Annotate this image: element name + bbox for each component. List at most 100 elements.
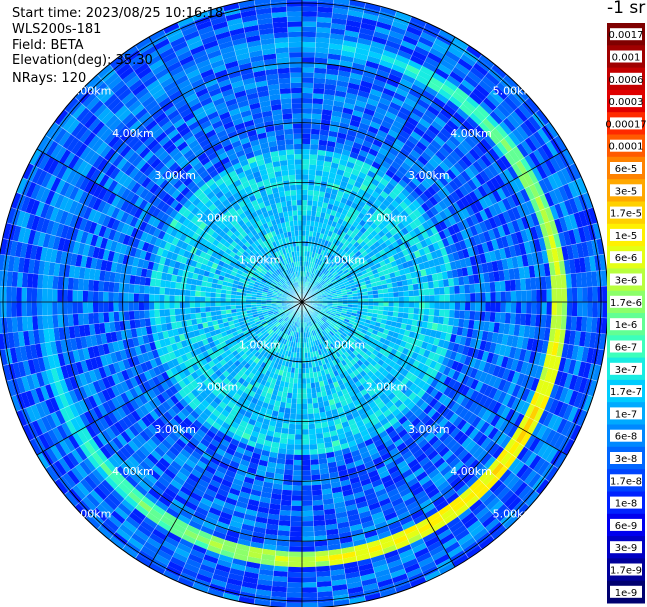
beta-cell [308, 428, 316, 435]
beta-cell [292, 388, 298, 394]
ray-separator [301, 177, 582, 303]
beta-cell [332, 238, 338, 245]
beta-cell [492, 227, 501, 239]
beta-cell [417, 183, 428, 193]
beta-cell [343, 233, 350, 241]
beta-cell [347, 296, 353, 300]
beta-cell [554, 218, 564, 234]
beta-cell [338, 127, 349, 135]
beta-cell [297, 388, 302, 394]
beta-cell [435, 92, 449, 104]
beta-cell [445, 99, 460, 112]
ray-separator [301, 238, 602, 303]
beta-cell [385, 111, 397, 121]
beta-cell [408, 88, 422, 99]
beta-cell [337, 70, 351, 78]
beta-cell [426, 274, 433, 283]
beta-cell [298, 373, 302, 379]
beta-cell [343, 204, 351, 212]
beta-cell [396, 213, 405, 222]
beta-cell [371, 316, 377, 322]
beta-cell [286, 587, 302, 593]
beta-cell [444, 286, 450, 295]
beta-cell [515, 279, 521, 291]
beta-cell [338, 281, 344, 286]
beta-cell [376, 102, 390, 111]
beta-cell [302, 383, 307, 389]
beta-cell [315, 276, 320, 282]
beta-cell [427, 105, 440, 117]
beta-cell [471, 128, 484, 142]
beta-cell [366, 98, 379, 107]
beta-cell [439, 108, 453, 120]
beta-cell [282, 422, 290, 429]
beta-cell [343, 281, 350, 286]
beta-cell [474, 311, 481, 321]
beta-cell [550, 315, 557, 329]
beta-cell [437, 239, 445, 249]
beta-cell [535, 109, 550, 126]
beta-cell [411, 50, 427, 62]
beta-cell [302, 546, 316, 552]
beta-cell [340, 285, 346, 290]
beta-cell [553, 261, 561, 276]
beta-cell [313, 520, 326, 527]
beta-cell [482, 118, 496, 132]
beta-cell [313, 77, 326, 84]
beta-cell [339, 180, 348, 188]
ray-separator [301, 301, 607, 335]
beta-cell [467, 179, 478, 191]
beta-cell [327, 247, 333, 254]
beta-cell [447, 341, 455, 351]
beta-cell [508, 346, 517, 359]
beta-cell [418, 169, 429, 180]
beta-cell [568, 213, 578, 230]
beta-cell [473, 234, 482, 246]
beta-cell [430, 182, 441, 193]
beta-cell [486, 331, 494, 343]
beta-cell [312, 510, 325, 516]
beta-cell [388, 30, 405, 41]
beta-cell [363, 108, 376, 117]
beta-cell [397, 286, 404, 292]
beta-cell [451, 269, 459, 279]
beta-cell [391, 316, 398, 323]
beta-cell [392, 208, 401, 217]
beta-cell [456, 173, 467, 186]
beta-cell [308, 433, 317, 440]
beta-cell [408, 331, 416, 339]
beta-cell [442, 172, 453, 184]
beta-cell [525, 214, 535, 228]
beta-cell [317, 222, 324, 229]
beta-cell [410, 325, 417, 333]
beta-cell [438, 220, 448, 231]
beta-cell [447, 225, 456, 236]
beta-cell [443, 217, 452, 228]
beta-cell [561, 288, 568, 302]
beta-cell [302, 373, 306, 379]
beta-cell [344, 30, 360, 38]
beta-cell [307, 413, 315, 420]
beta-cell [385, 262, 393, 270]
beta-cell [443, 207, 453, 218]
beta-cell [340, 55, 354, 63]
beta-cell [330, 209, 337, 217]
beta-cell [309, 262, 313, 268]
beta-cell [363, 203, 371, 212]
beta-cell [431, 168, 443, 180]
beta-cell [409, 112, 422, 123]
beta-cell [562, 149, 575, 166]
beta-cell [318, 272, 323, 278]
beta-cell [511, 219, 521, 233]
beta-cell [307, 184, 315, 191]
beta-cell [460, 139, 473, 152]
beta-cell [439, 302, 445, 310]
beta-cell [358, 85, 372, 94]
beta-cell [483, 134, 497, 148]
beta-cell [327, 273, 333, 279]
beta-cell [316, 21, 332, 29]
beta-cell [401, 218, 410, 228]
beta-cell [442, 157, 454, 169]
beta-cell [411, 277, 418, 285]
beta-cell [329, 285, 335, 290]
